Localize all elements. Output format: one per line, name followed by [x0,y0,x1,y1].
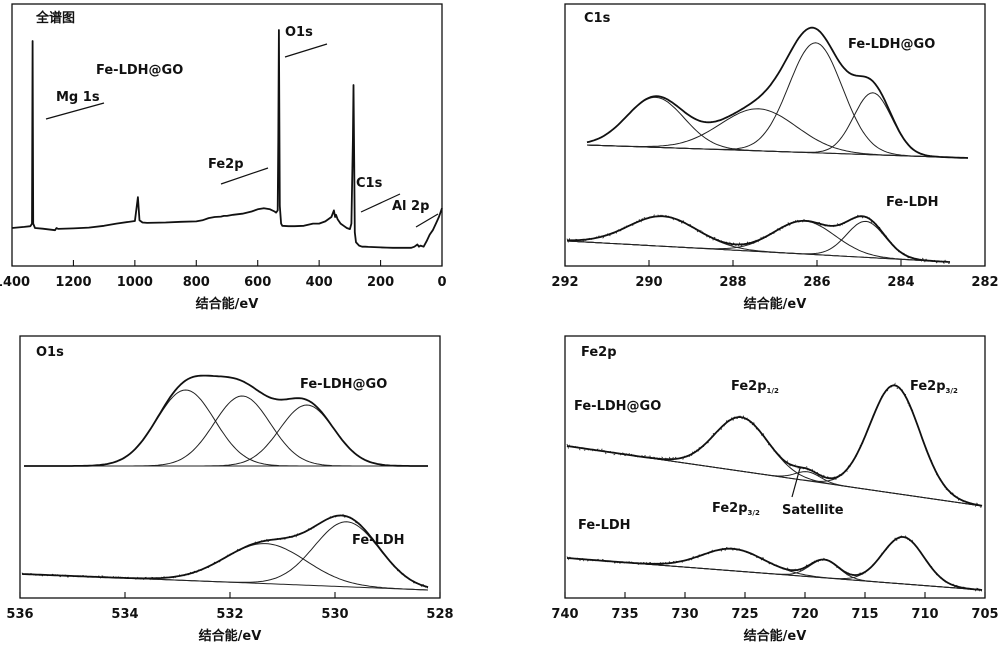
survey-label-o1s: O1s [285,25,313,40]
fe2p-fe-ldh-component-peak-1 [566,548,983,591]
fe2p-curves [566,382,983,592]
fe2p-peak-label-2-main: Fe2p [910,379,946,394]
survey-x-tick-label: 1000 [117,275,153,290]
fe2p-x-axis-label: 结合能/eV [744,628,807,644]
survey-x-tick-label: 0 [437,275,446,290]
survey-leader-fe2p [220,167,269,185]
fe2p-title: Fe2p [581,345,617,360]
survey-sample-label: Fe-LDH@GO [96,63,183,78]
survey-leader-o1s [284,43,328,58]
survey-label-al2p: Al 2p [392,199,429,214]
survey-frame [11,3,443,267]
fe2p-fe-ldh-go-envelope [566,384,983,507]
fe2p-label-fe-ldh: Fe-LDH [578,518,631,533]
o1s-fe-ldh-go-component-peak-2 [24,395,428,467]
o1s-title: O1s [36,345,64,360]
o1s-label-fe-ldh-go: Fe-LDH@GO [300,377,387,392]
fe2p-peak-label-1-sub: 1/2 [767,387,779,395]
fe2p-peak-label-2: Fe2p3/2 [910,379,958,395]
c1s-x-tick-label: 282 [971,275,998,290]
fe2p-x-tick-label: 710 [911,607,938,622]
c1s-x-tick-label: 286 [803,275,830,290]
c1s-x-tick-label: 284 [887,275,914,290]
fe2p-x-ticks: 740 735 730 725 720 715 710 705 [551,592,999,622]
panel-c1s: C1s 292 290 288 286 284 282 结合能/eV Fe-LDH@GO … [551,3,999,312]
fe2p-leader-satellite [791,467,801,498]
fe2p-peak-label-3-sub: 3/2 [748,509,760,517]
c1s-label-fe-ldh-go: Fe-LDH@GO [848,37,935,52]
o1s-fe-ldh-envelope [21,514,429,588]
fe2p-x-tick-label: 705 [971,607,998,622]
o1s-x-tick-label: 532 [216,607,243,622]
fe2p-x-tick-label: 715 [851,607,878,622]
o1s-label-fe-ldh: Fe-LDH [352,533,405,548]
survey-x-tick-label: 1400 [0,275,30,290]
fe2p-peak-label-3-main: Fe2p [712,501,748,516]
c1s-fe-ldh-component-peak-1 [567,215,951,263]
panel-fe2p: Fe2p 740 735 730 725 720 715 710 705 结合能/eV Fe-… [551,335,999,644]
survey-x-axis-label: 结合能/eV [196,296,259,312]
c1s-x-ticks: 292 290 288 286 284 282 [551,260,999,290]
fe2p-peak-label-2-sub: 3/2 [946,387,958,395]
o1s-frame [19,335,441,599]
c1s-fe-ldh-go-envelope [586,26,969,159]
survey-x-tick-label: 600 [244,275,271,290]
c1s-x-axis-label: 结合能/eV [744,296,807,312]
survey-x-tick-label: 200 [367,275,394,290]
survey-x-ticks: 1400 1200 1000 800 600 400 200 0 [0,260,447,290]
fe2p-fe-ldh-envelope [566,536,983,591]
survey-label-mg1s: Mg 1s [56,90,100,105]
c1s-title: C1s [584,11,611,26]
o1s-x-tick-label: 534 [111,607,138,622]
c1s-x-tick-label: 292 [551,275,578,290]
survey-leader-mg1s [45,102,105,120]
survey-spectrum-line [11,29,443,249]
c1s-label-fe-ldh: Fe-LDH [886,195,939,210]
survey-label-fe2p: Fe2p [208,157,244,172]
fe2p-peak-label-3: Fe2p3/2 [712,501,760,517]
fe2p-x-tick-label: 720 [791,607,818,622]
c1s-fe-ldh-raw-data [566,214,951,264]
o1s-x-tick-label: 528 [426,607,453,622]
c1s-fe-ldh-envelope [567,215,951,263]
fe2p-peak-label-1-main: Fe2p [731,379,767,394]
survey-x-tick-label: 1200 [55,275,91,290]
c1s-x-tick-label: 288 [719,275,746,290]
fe2p-x-tick-label: 740 [551,607,578,622]
c1s-curves [566,26,969,264]
o1s-fe-ldh-go-component-peak-1 [24,389,428,467]
fe2p-label-fe-ldh-go: Fe-LDH@GO [574,399,661,414]
o1s-x-axis-label: 结合能/eV [199,628,262,644]
o1s-x-tick-label: 536 [6,607,33,622]
fe2p-x-tick-label: 730 [671,607,698,622]
survey-title: 全谱图 [35,10,75,26]
survey-x-tick-label: 400 [306,275,333,290]
fe2p-label-satellite: Satellite [782,503,844,518]
fe2p-peak-label-1: Fe2p1/2 [731,379,779,395]
survey-leader-c1s [360,193,401,213]
o1s-fe-ldh-go-component-peak-3 [24,404,428,467]
fe2p-x-tick-label: 735 [611,607,638,622]
c1s-frame [564,3,986,267]
fe2p-frame [564,335,986,599]
survey-label-c1s: C1s [356,176,383,191]
survey-leader-al2p [415,213,439,228]
o1s-fe-ldh-component-peak-1 [21,543,429,591]
o1s-curves [21,374,429,591]
fe2p-x-tick-label: 725 [731,607,758,622]
panel-o1s: O1s 536 534 532 530 528 结合能/eV Fe-LDH@GO Fe-… [6,335,454,644]
c1s-fe-ldh-go-component-peak-2 [586,108,969,159]
c1s-fe-ldh-go-component-peak-1 [586,96,969,159]
o1s-x-ticks: 536 534 532 530 528 [6,592,454,622]
c1s-x-tick-label: 290 [635,275,662,290]
o1s-x-tick-label: 530 [321,607,348,622]
panel-survey: 全谱图 1400 1200 1000 800 600 400 200 0 结合能/eV Fe-… [0,3,447,312]
o1s-fe-ldh-go-envelope [24,374,428,467]
survey-x-tick-label: 800 [183,275,210,290]
